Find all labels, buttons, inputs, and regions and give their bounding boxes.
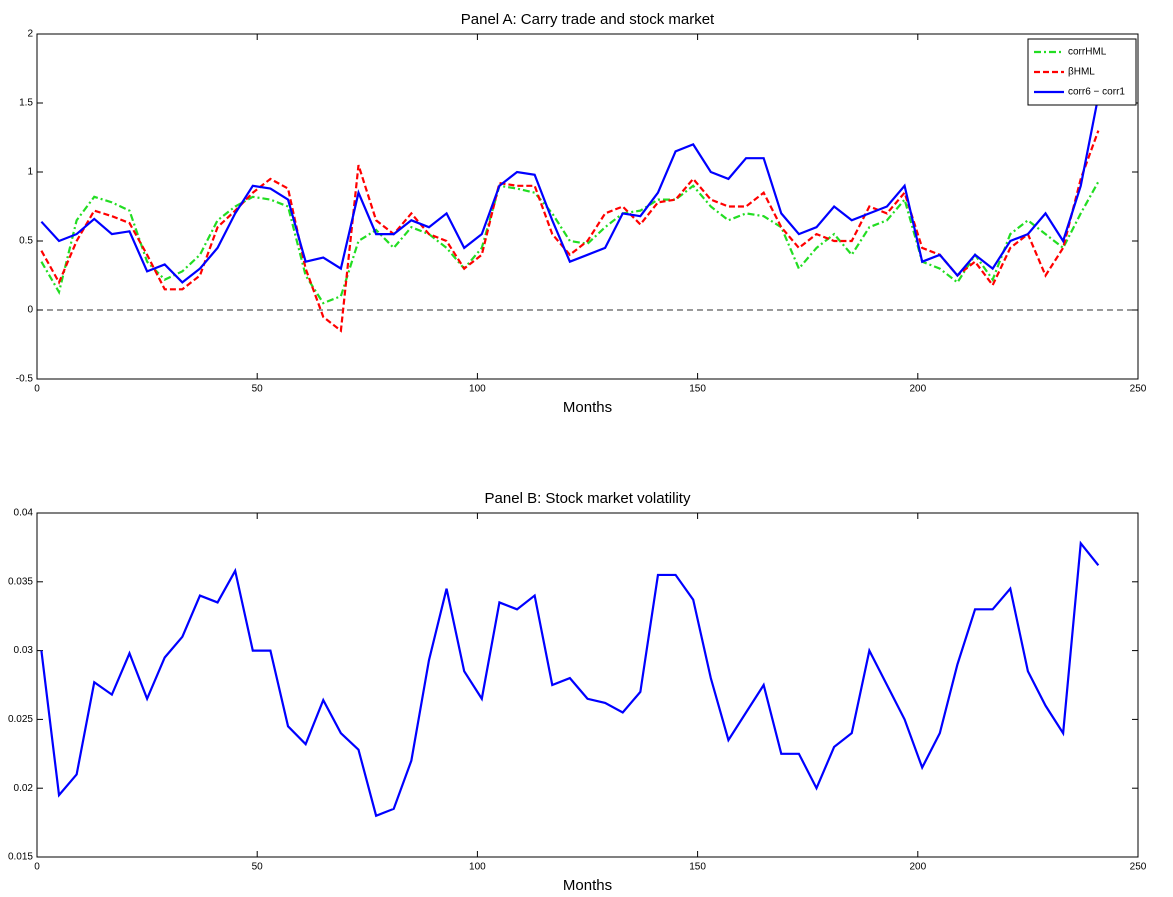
y-tick-label: -0.5 bbox=[16, 374, 34, 385]
legend-label: corr6 − corr1 bbox=[1068, 87, 1125, 98]
y-tick-label: 2 bbox=[27, 29, 33, 40]
y-tick-label: 0.03 bbox=[14, 645, 34, 656]
x-tick-label: 200 bbox=[909, 384, 926, 395]
x-tick-label: 150 bbox=[689, 862, 706, 873]
panel-title: Panel B: Stock market volatility bbox=[485, 490, 691, 507]
x-tick-label: 50 bbox=[252, 862, 264, 873]
y-tick-label: 0.04 bbox=[14, 508, 34, 519]
panel-title: Panel A: Carry trade and stock market bbox=[461, 11, 715, 28]
y-tick-label: 0.015 bbox=[8, 852, 33, 863]
y-tick-label: 0.5 bbox=[19, 236, 33, 247]
y-tick-label: 1.5 bbox=[19, 98, 33, 109]
legend-label: βHML bbox=[1068, 67, 1095, 78]
series-line bbox=[40, 95, 1100, 284]
x-tick-label: 100 bbox=[469, 862, 486, 873]
x-tick-label: 200 bbox=[909, 862, 926, 873]
axes-box bbox=[36, 512, 1139, 858]
y-tick-label: 1 bbox=[27, 167, 33, 178]
legend-label: corrHML bbox=[1068, 47, 1107, 58]
y-tick-label: 0.025 bbox=[8, 714, 33, 725]
x-tick-label: 0 bbox=[34, 384, 40, 395]
x-axis-label: Months bbox=[563, 877, 612, 894]
y-tick-label: 0 bbox=[27, 305, 33, 316]
x-tick-label: 0 bbox=[34, 862, 40, 873]
x-tick-label: 250 bbox=[1130, 862, 1147, 873]
x-tick-label: 250 bbox=[1130, 384, 1147, 395]
x-axis-label: Months bbox=[563, 399, 612, 416]
series-line bbox=[40, 181, 1100, 305]
y-tick-label: 0.035 bbox=[8, 576, 33, 587]
y-tick-label: 0.02 bbox=[14, 783, 34, 794]
x-tick-label: 50 bbox=[252, 384, 264, 395]
axes-box bbox=[36, 33, 1139, 380]
x-tick-label: 100 bbox=[469, 384, 486, 395]
series-line bbox=[40, 130, 1100, 333]
series-line bbox=[40, 540, 1100, 818]
x-tick-label: 150 bbox=[689, 384, 706, 395]
